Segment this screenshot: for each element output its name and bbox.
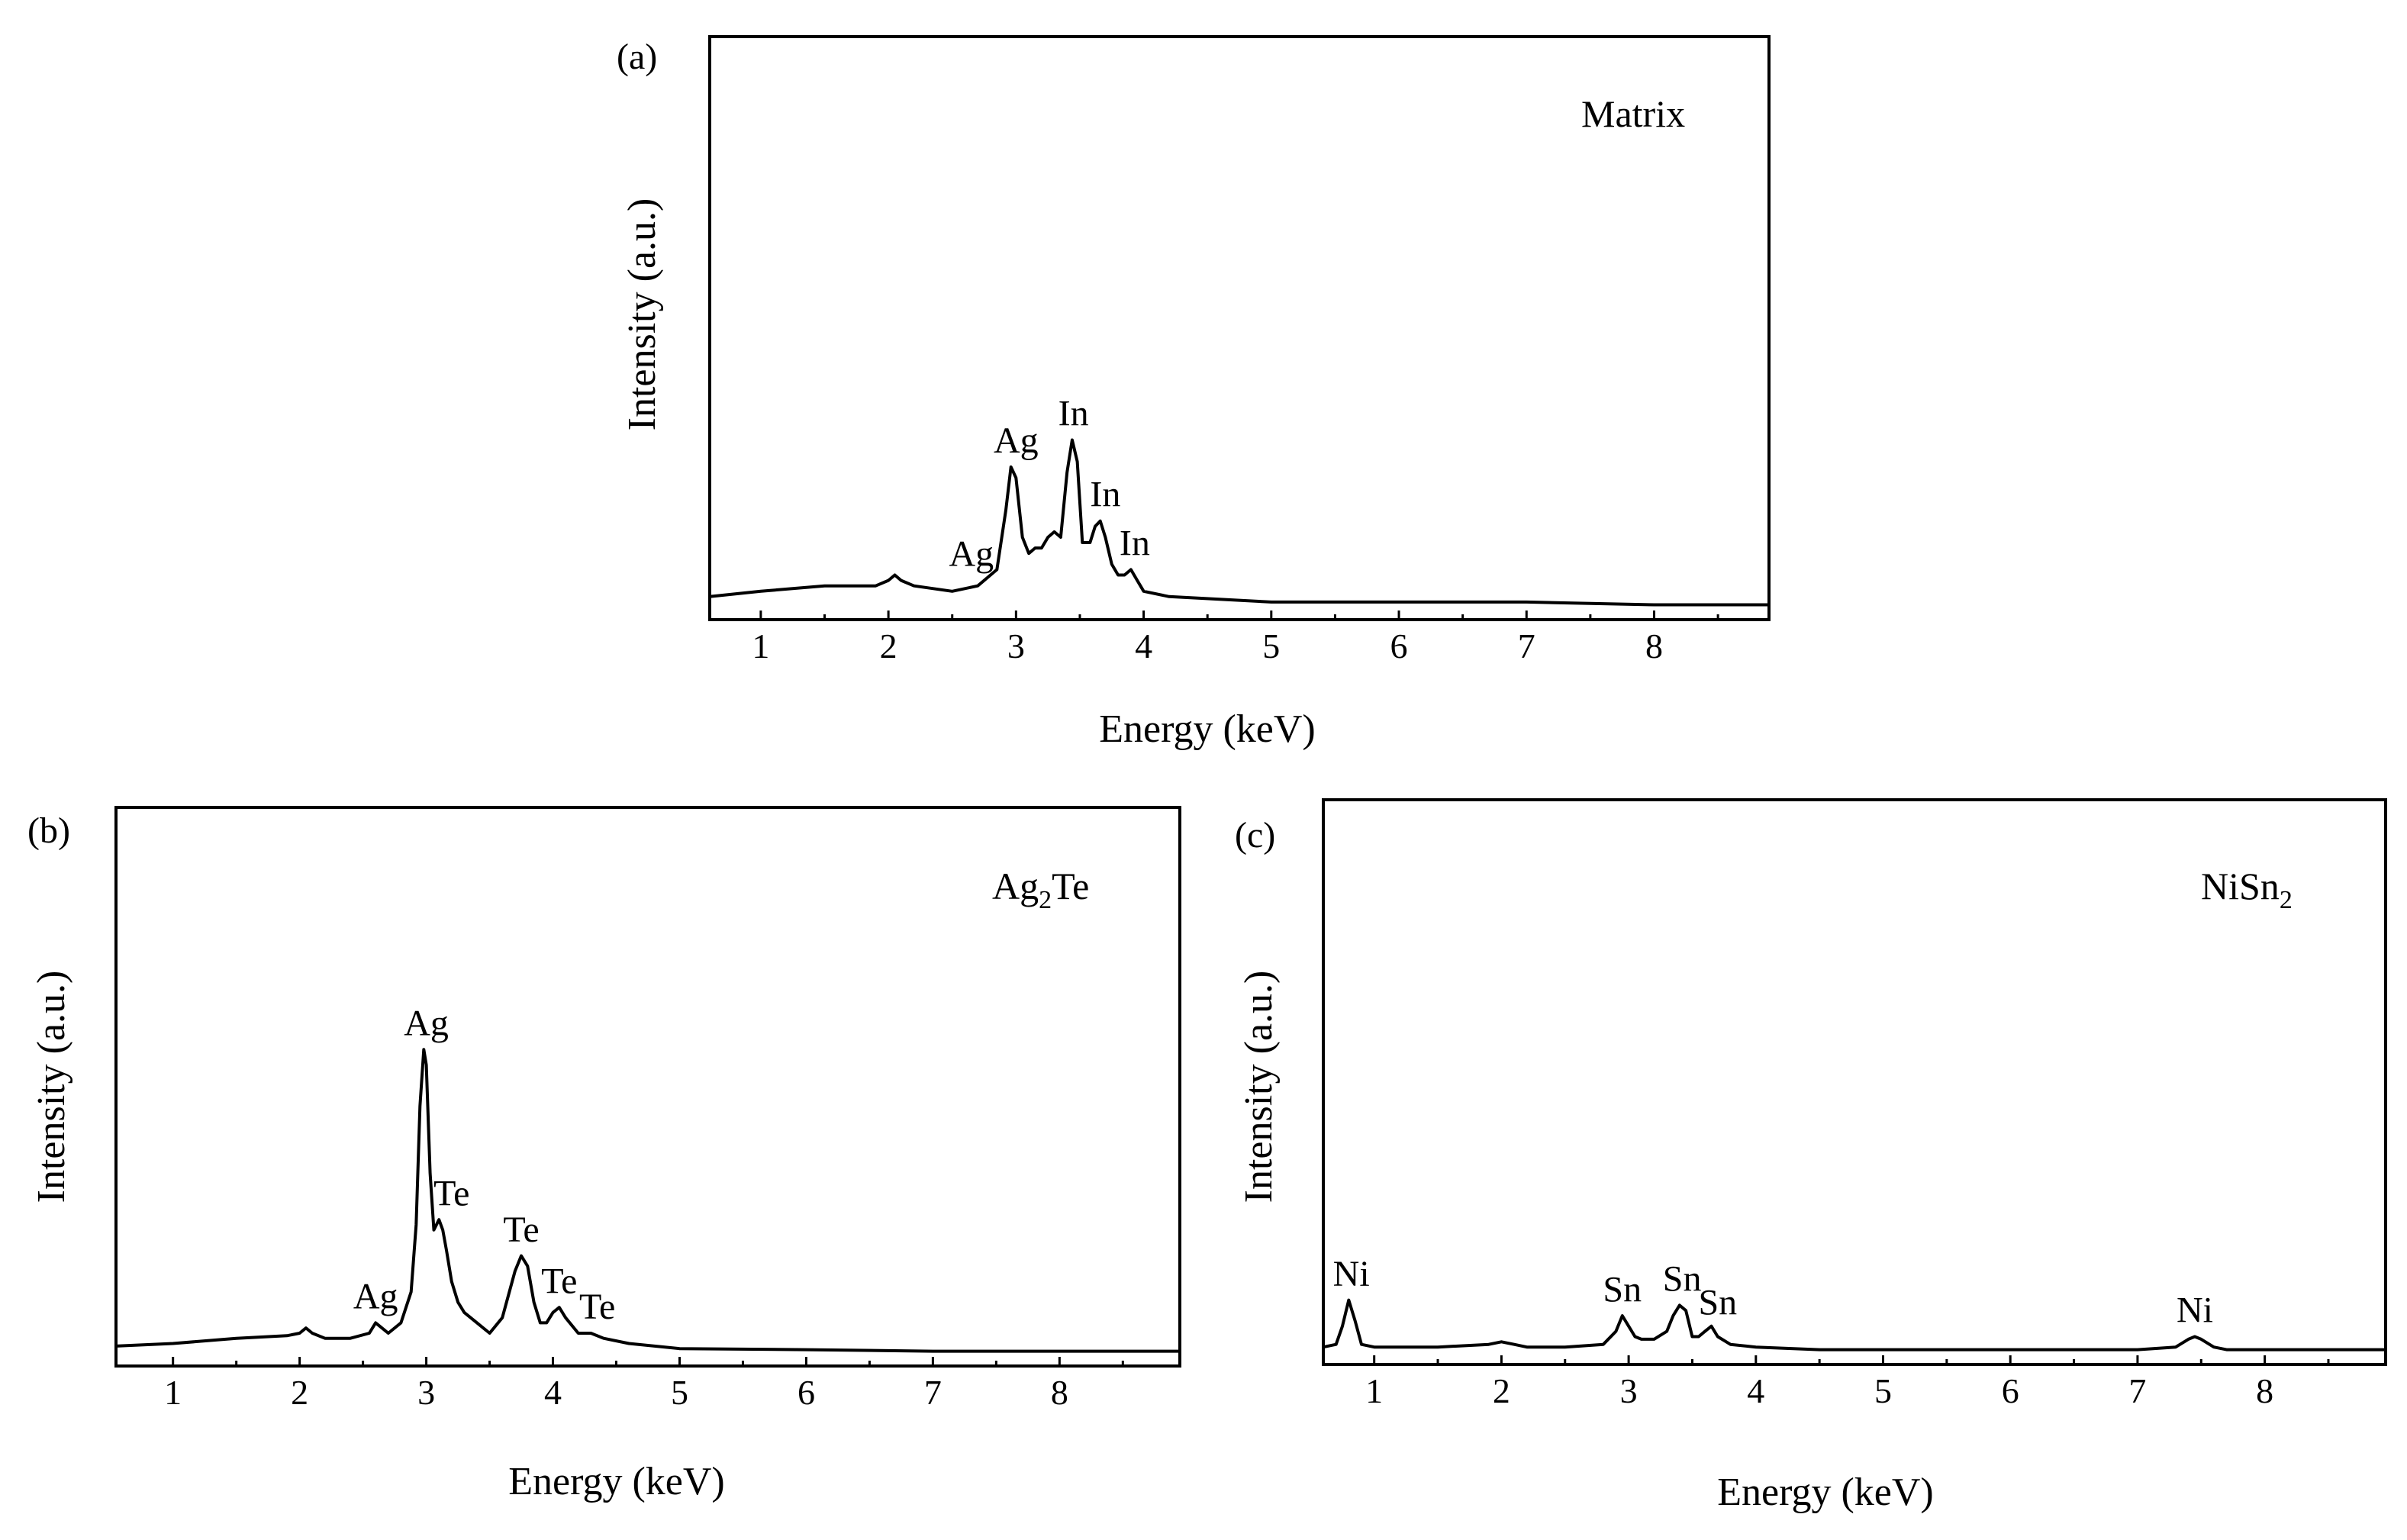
panel-a-y-axis-label: Intensity (a.u.)	[620, 198, 664, 431]
panel-c-title: NiSn2	[2201, 865, 2293, 914]
panel-c-letter: (c)	[1235, 815, 1275, 855]
panel-c-x-ticks	[1373, 1355, 2330, 1364]
panel-a-x-tick-label: 5	[1262, 627, 1280, 665]
panel-b-x-tick-label: 5	[671, 1373, 688, 1412]
panel-b-x-tick-label: 7	[924, 1373, 942, 1412]
panel-a-x-tick-label: 1	[752, 627, 769, 665]
panel-a-spectrum-line	[709, 438, 1769, 607]
panel-a-letter: (a)	[617, 37, 657, 77]
panel-b-plot-frame	[114, 806, 1181, 1368]
panel-c-x-tick-label: 6	[2002, 1371, 2019, 1410]
panel-b-title-suffix: Te	[1052, 865, 1089, 907]
panel-b-y-axis-label: Intensity (a.u.)	[30, 971, 73, 1203]
panel-c-x-tick-label: 7	[2128, 1371, 2146, 1410]
panel-a-title: Matrix	[1581, 92, 1685, 135]
panel-b-spectrum-line	[115, 1048, 1180, 1353]
panel-a-peak-label: In	[1090, 475, 1120, 515]
panel-a-peak-label: In	[1120, 523, 1150, 563]
panel-c-peak-label: Sn	[1698, 1282, 1737, 1323]
panel-b-title-main: Ag	[992, 865, 1039, 907]
panel-a-x-tick-label: 3	[1007, 627, 1025, 665]
panel-b-x-ticks	[172, 1357, 1124, 1366]
panel-c-plot-frame	[1322, 798, 2387, 1366]
panel-b-title: Ag2Te	[992, 865, 1089, 914]
panel-a-x-tick-labels: 1 2 3 4 5 6 7 8	[752, 627, 1663, 665]
panel-a-x-ticks	[759, 611, 1719, 620]
panel-a-peak-label: Ag	[994, 420, 1039, 461]
panel-b-peak-label: Te	[579, 1287, 615, 1327]
panel-a-x-tick-label: 2	[880, 627, 897, 665]
panel-c-x-tick-label: 2	[1493, 1371, 1510, 1410]
panel-b-x-tick-label: 2	[291, 1373, 308, 1412]
panel-b-letter: (b)	[27, 810, 70, 851]
panel-b-title-subscript: 2	[1039, 886, 1052, 914]
panel-c-title-subscript: 2	[2280, 886, 2293, 914]
panel-c-peak-label: Ni	[2177, 1290, 2213, 1331]
panel-b-peak-label: Ag	[353, 1277, 398, 1317]
panel-b-x-tick-label: 3	[417, 1373, 435, 1412]
panel-a-plot-frame	[708, 35, 1771, 621]
panel-b-x-axis-label: Energy (keV)	[508, 1460, 725, 1503]
panel-b-peak-label: Ag	[404, 1003, 449, 1043]
panel-c-x-tick-label: 4	[1747, 1371, 1764, 1410]
panel-c-x-tick-label: 3	[1620, 1371, 1638, 1410]
panel-b-x-tick-label: 4	[544, 1373, 562, 1412]
panel-a-peak-label: In	[1058, 393, 1089, 433]
panel-c-x-tick-labels: 1 2 3 4 5 6 7 8	[1365, 1371, 2273, 1410]
panel-c-x-tick-label: 1	[1365, 1371, 1383, 1410]
panel-c-title-main: NiSn	[2201, 865, 2280, 907]
panel-a-x-tick-label: 4	[1135, 627, 1152, 665]
panel-c-x-axis-label: Energy (keV)	[1717, 1471, 1934, 1514]
panel-b-x-tick-label: 8	[1051, 1373, 1068, 1412]
panel-c-x-tick-label: 5	[1874, 1371, 1892, 1410]
panel-c-spectrum-line	[1323, 1298, 2386, 1352]
panel-c-peak-label: Sn	[1663, 1259, 1702, 1300]
panel-c-x-tick-label: 8	[2256, 1371, 2273, 1410]
panel-a-x-tick-label: 8	[1645, 627, 1663, 665]
panel-a-x-tick-label: 6	[1390, 627, 1408, 665]
panel-c-y-axis-label: Intensity (a.u.)	[1237, 971, 1281, 1203]
panel-a-x-tick-label: 7	[1518, 627, 1535, 665]
panel-b-peak-label: Te	[541, 1261, 577, 1301]
panel-b-peak-label: Te	[503, 1210, 539, 1250]
panel-b-peak-label: Te	[433, 1173, 469, 1213]
panel-b-x-tick-labels: 1 2 3 4 5 6 7 8	[164, 1373, 1068, 1412]
panel-b-x-tick-label: 1	[164, 1373, 182, 1412]
panel-c-peak-label: Sn	[1603, 1269, 1642, 1310]
panel-b-x-tick-label: 6	[798, 1373, 815, 1412]
panel-c-peak-label: Ni	[1333, 1254, 1370, 1294]
panel-a-peak-label: Ag	[949, 534, 994, 575]
panel-a-x-axis-label: Energy (keV)	[1099, 707, 1316, 751]
